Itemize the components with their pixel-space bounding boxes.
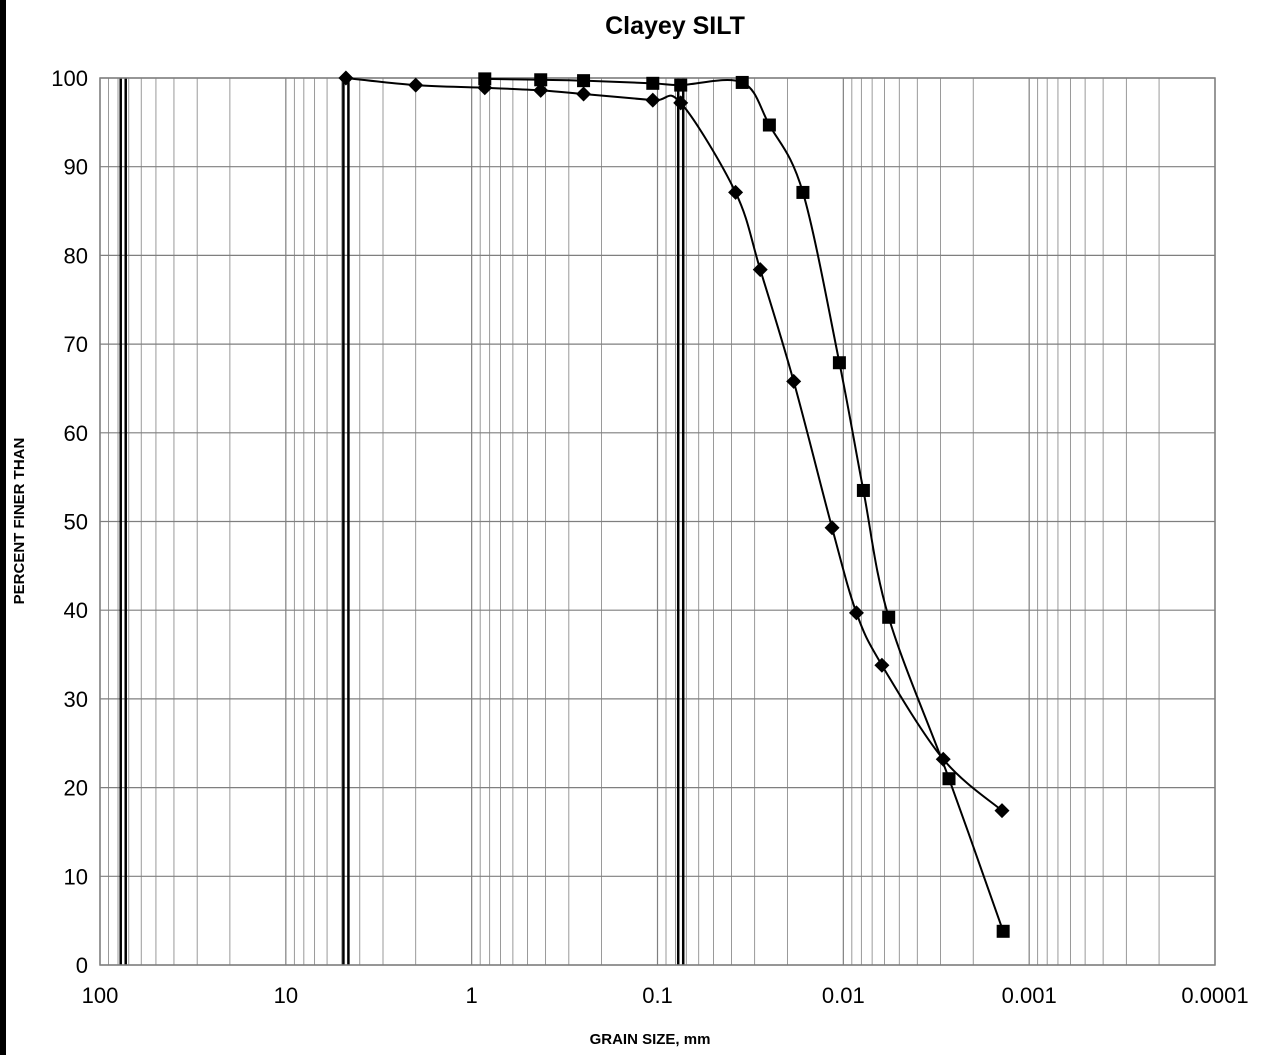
series-2-point <box>478 72 492 86</box>
x-tick-label: 10 <box>274 983 298 1008</box>
series-1-point <box>752 262 768 278</box>
series-2-point <box>856 483 870 497</box>
y-tick-label: 80 <box>64 243 88 268</box>
chart-title: Clayey SILT <box>605 12 745 40</box>
series-1-point <box>645 92 661 108</box>
y-tick-label: 60 <box>64 421 88 446</box>
series-2-point <box>646 76 660 90</box>
series-1-point <box>576 86 592 102</box>
series-1-point <box>786 373 802 389</box>
y-tick-label: 40 <box>64 598 88 623</box>
series-2-point <box>942 772 956 786</box>
y-tick-label: 70 <box>64 332 88 357</box>
series-1-line <box>345 77 1003 812</box>
y-axis-label: PERCENT FINER THAN <box>11 438 28 605</box>
series-1-point <box>673 95 689 111</box>
series-1-point <box>533 82 549 98</box>
x-tick-label: 0.01 <box>822 983 865 1008</box>
x-tick-label: 0.1 <box>642 983 673 1008</box>
series-layer <box>338 70 1010 938</box>
series-1-point <box>848 605 864 621</box>
left-border <box>0 0 6 1055</box>
series-2-point <box>534 73 548 87</box>
series-1-point <box>408 77 424 93</box>
series-2-point <box>762 118 776 132</box>
y-tick-label: 90 <box>64 155 88 180</box>
x-axis-label: GRAIN SIZE, mm <box>590 1031 711 1048</box>
series-1-point <box>994 803 1010 819</box>
x-tick-label: 1 <box>466 983 478 1008</box>
series-2-point <box>735 75 749 89</box>
y-tick-labels: 0 10 20 30 40 50 60 70 80 90 100 <box>51 66 88 978</box>
series-2-point <box>674 78 688 92</box>
series-2-point <box>832 356 846 370</box>
y-tick-label: 20 <box>64 776 88 801</box>
y-tick-label: 10 <box>64 864 88 889</box>
y-tick-label: 0 <box>76 953 88 978</box>
series-2-point <box>996 924 1010 938</box>
x-tick-label: 100 <box>82 983 119 1008</box>
series-2-point <box>796 185 810 199</box>
series-1-point <box>824 520 840 536</box>
y-tick-label: 30 <box>64 687 88 712</box>
x-tick-label: 0.0001 <box>1181 983 1248 1008</box>
series-2-point <box>882 610 896 624</box>
y-tick-label: 50 <box>64 510 88 535</box>
major-gridlines <box>99 77 1216 966</box>
boundary-lines <box>119 78 685 965</box>
y-tick-label: 100 <box>51 66 88 91</box>
series-1-point <box>874 657 890 673</box>
series-2-line <box>484 77 1005 932</box>
series-1-point <box>728 184 744 200</box>
x-tick-labels: 100 10 1 0.1 0.01 0.001 0.0001 <box>82 983 1249 1008</box>
series-2-point <box>577 74 591 88</box>
series-1-point <box>338 70 354 86</box>
x-tick-label: 0.001 <box>1002 983 1057 1008</box>
